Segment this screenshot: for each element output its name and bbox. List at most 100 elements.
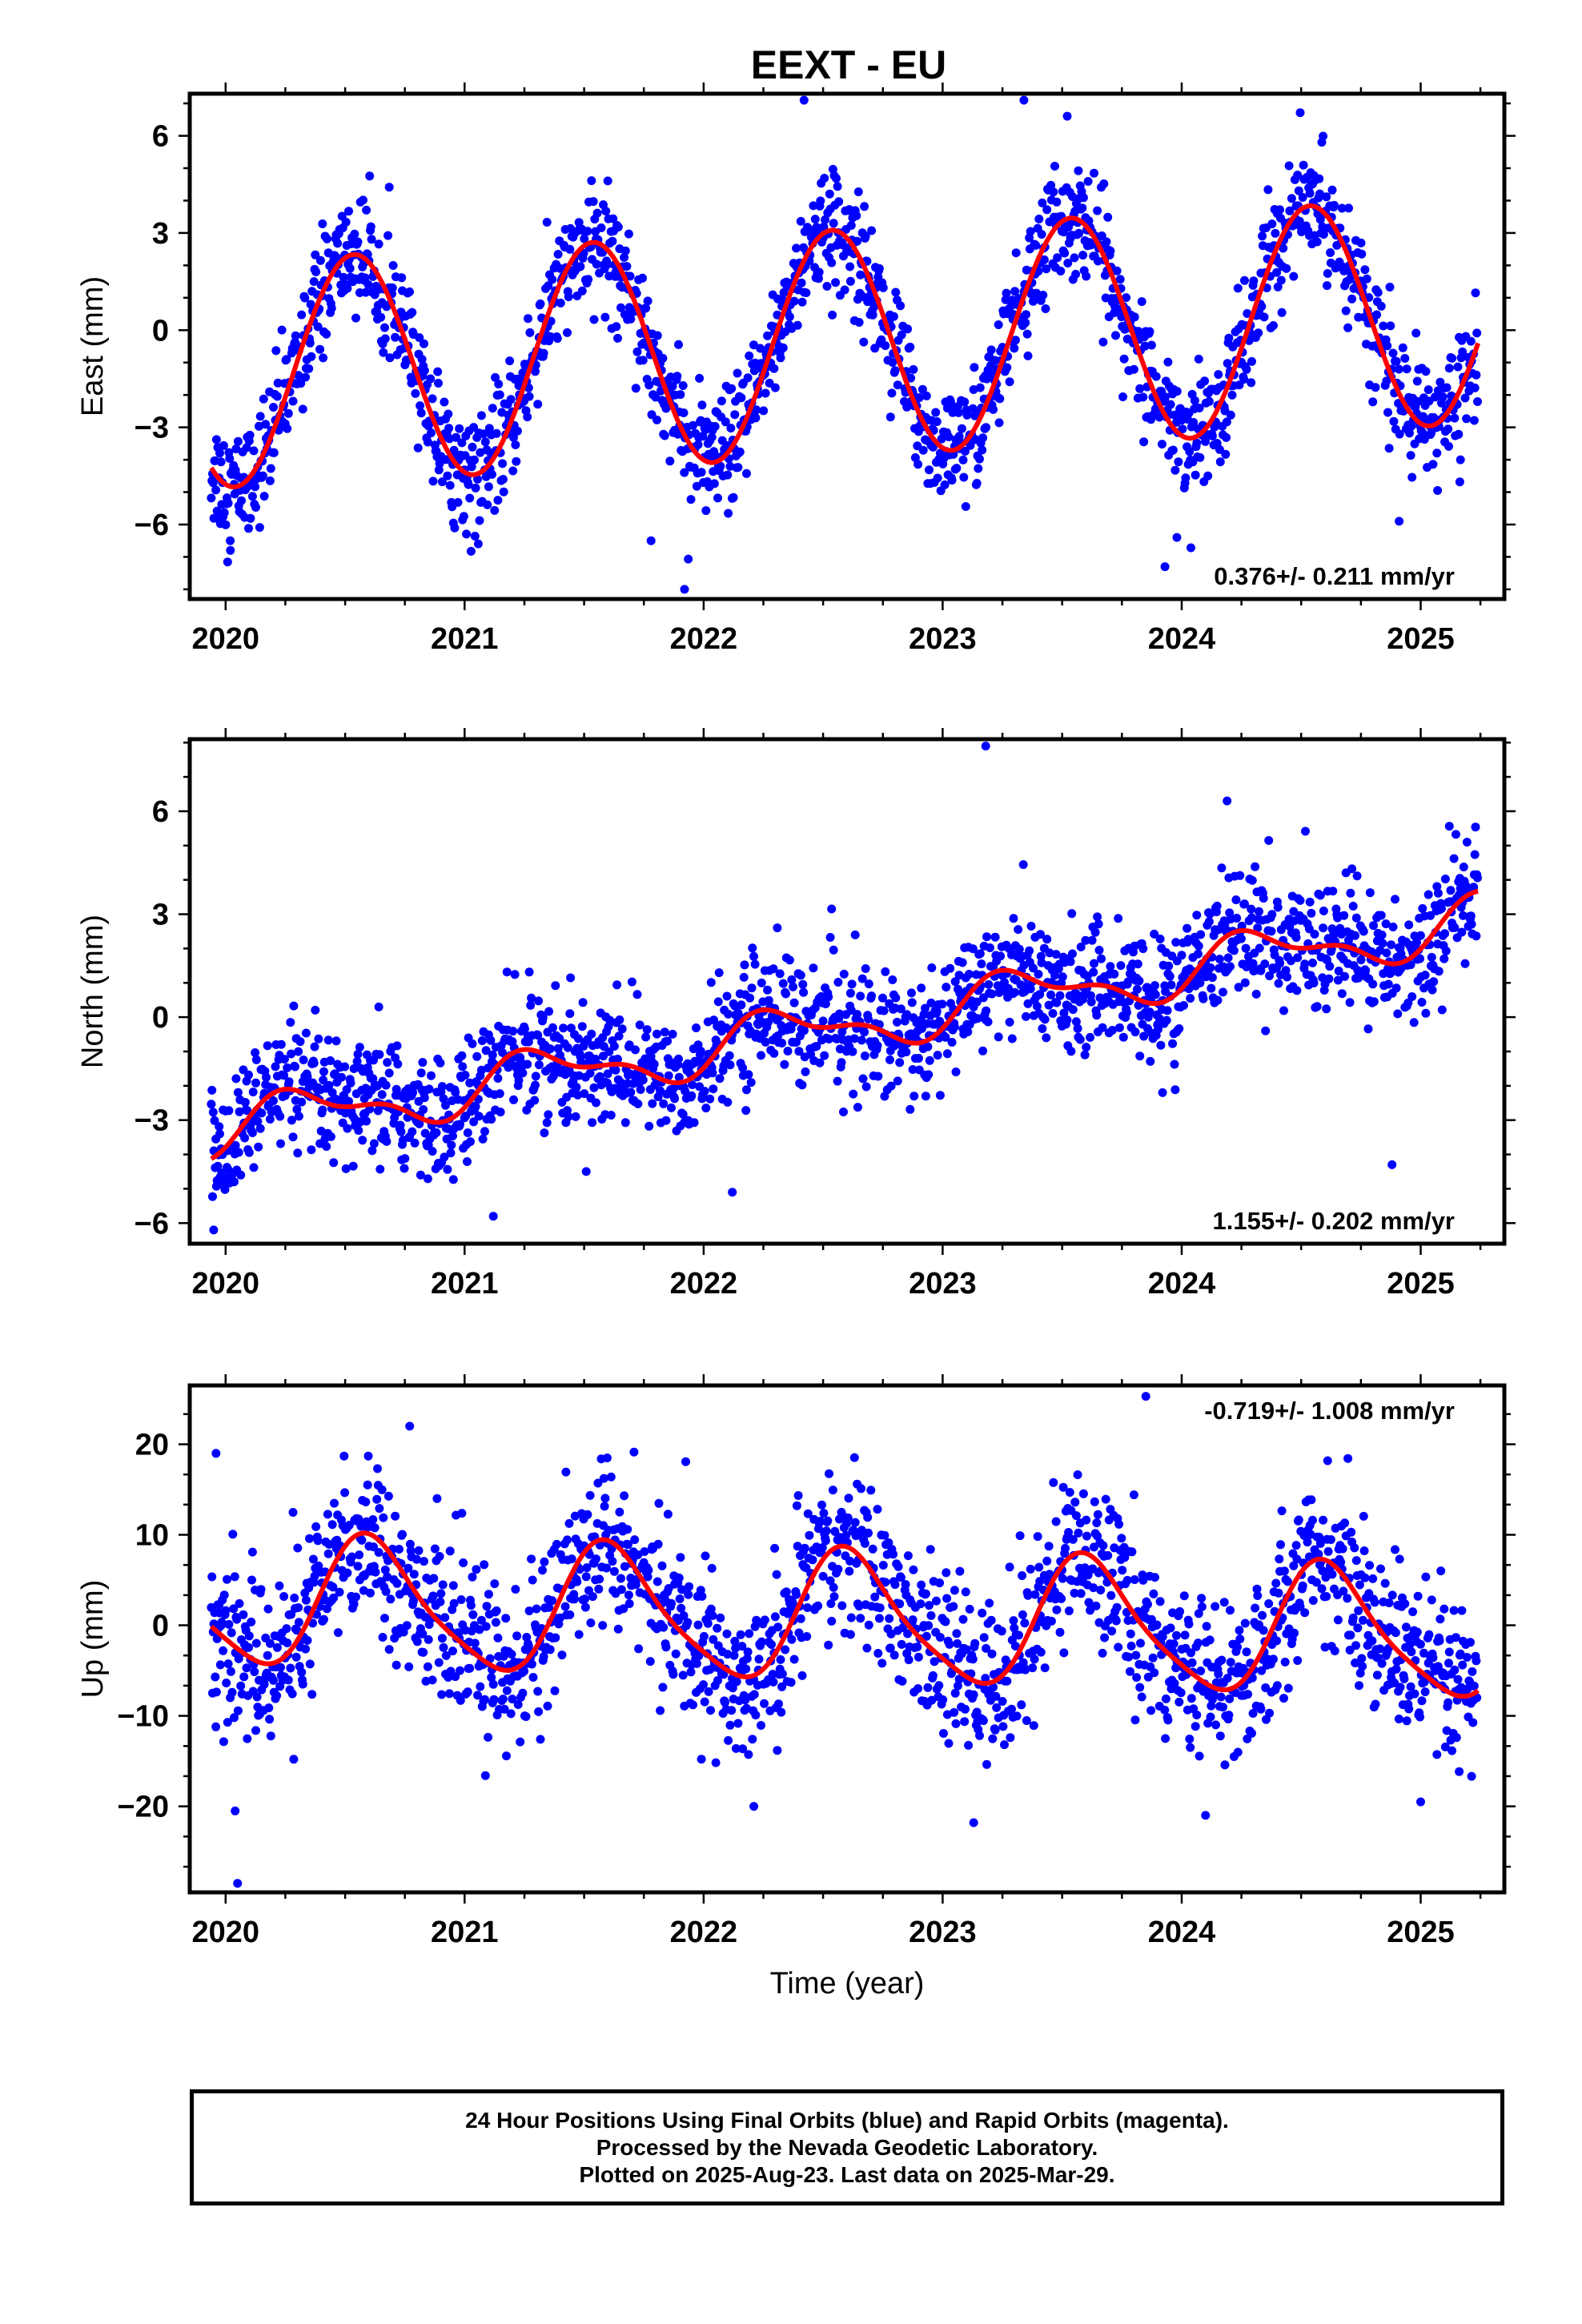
- data-point: [545, 1645, 555, 1655]
- data-point: [520, 1024, 529, 1034]
- data-point: [355, 1043, 364, 1052]
- data-point: [221, 1606, 231, 1615]
- data-point: [553, 250, 563, 259]
- data-point: [1110, 969, 1119, 979]
- data-point: [1135, 384, 1145, 393]
- data-point: [1133, 959, 1142, 969]
- data-point: [1295, 108, 1305, 118]
- data-point: [685, 1582, 694, 1591]
- data-point: [612, 322, 621, 332]
- data-point: [566, 973, 576, 983]
- data-point: [678, 381, 688, 390]
- data-point: [508, 1695, 517, 1704]
- data-point: [488, 469, 496, 479]
- data-point: [613, 333, 622, 343]
- data-point: [1207, 431, 1217, 440]
- data-point: [1029, 963, 1038, 973]
- data-point: [593, 1478, 603, 1488]
- data-point: [466, 546, 476, 556]
- data-point: [246, 513, 255, 523]
- data-point: [221, 520, 231, 529]
- data-point: [343, 1568, 352, 1578]
- data-point: [565, 1610, 575, 1619]
- data-point: [408, 1127, 417, 1136]
- data-point: [534, 1060, 544, 1070]
- data-point: [420, 366, 429, 376]
- data-point: [860, 1051, 869, 1060]
- data-point: [577, 286, 587, 296]
- data-point: [958, 958, 967, 967]
- data-point: [809, 963, 818, 973]
- data-point: [867, 226, 877, 235]
- data-point: [985, 1598, 994, 1608]
- plot-frame: [187, 737, 1507, 1246]
- data-point: [644, 1566, 653, 1575]
- data-point: [530, 1096, 540, 1105]
- data-point: [521, 1712, 531, 1721]
- data-point: [845, 1566, 854, 1576]
- data-point: [669, 1670, 678, 1679]
- data-point: [1014, 1630, 1023, 1640]
- data-point: [1018, 1571, 1027, 1580]
- data-point: [525, 328, 535, 337]
- data-point: [987, 989, 997, 999]
- data-point: [944, 432, 954, 441]
- data-point: [728, 1683, 737, 1693]
- data-point: [827, 258, 837, 267]
- data-point: [1215, 457, 1225, 467]
- data-point: [506, 395, 516, 404]
- data-points: [207, 742, 1482, 1235]
- data-point: [821, 999, 830, 1009]
- data-point: [371, 1567, 380, 1577]
- data-point: [853, 1010, 862, 1019]
- data-point: [885, 1614, 894, 1623]
- data-point: [1337, 989, 1347, 999]
- data-point: [493, 1633, 503, 1642]
- data-point: [1006, 1733, 1015, 1743]
- data-point: [502, 1751, 511, 1761]
- data-point: [456, 1666, 464, 1675]
- data-point: [1223, 953, 1233, 963]
- data-point: [501, 1614, 511, 1623]
- data-point: [1352, 871, 1362, 881]
- data-point: [632, 347, 642, 356]
- data-point: [749, 951, 758, 961]
- data-point: [1319, 131, 1328, 141]
- data-point: [375, 1164, 385, 1174]
- data-point: [821, 215, 830, 224]
- data-point: [733, 368, 742, 378]
- data-point: [227, 1628, 236, 1638]
- data-point: [1090, 927, 1100, 937]
- data-point: [1139, 437, 1149, 447]
- data-point: [556, 1613, 564, 1622]
- data-point: [1195, 978, 1205, 987]
- data-point: [818, 1016, 828, 1026]
- data-point: [1323, 281, 1331, 291]
- data-point: [857, 974, 867, 983]
- data-point: [287, 1689, 297, 1699]
- data-point: [644, 1121, 654, 1131]
- data-point: [577, 1022, 587, 1031]
- data-point: [1134, 1000, 1143, 1010]
- data-point: [294, 371, 303, 380]
- data-point: [844, 1494, 853, 1503]
- model-fit-line: [210, 889, 1480, 1161]
- data-point: [1020, 1618, 1030, 1628]
- data-point: [683, 1618, 693, 1627]
- data-point: [978, 1716, 988, 1726]
- data-point: [990, 1725, 1000, 1735]
- data-point: [699, 1680, 708, 1690]
- data-point: [534, 1707, 544, 1716]
- data-point: [970, 363, 979, 372]
- data-point: [609, 1566, 619, 1576]
- data-point: [1405, 428, 1414, 438]
- y-tick-label: 0: [152, 1001, 169, 1035]
- data-point: [247, 1575, 256, 1585]
- data-point: [1022, 1716, 1031, 1725]
- data-point: [941, 1617, 950, 1626]
- data-point: [344, 1096, 353, 1106]
- data-point: [437, 1690, 447, 1699]
- data-point: [244, 1642, 253, 1652]
- data-point: [1080, 1050, 1090, 1059]
